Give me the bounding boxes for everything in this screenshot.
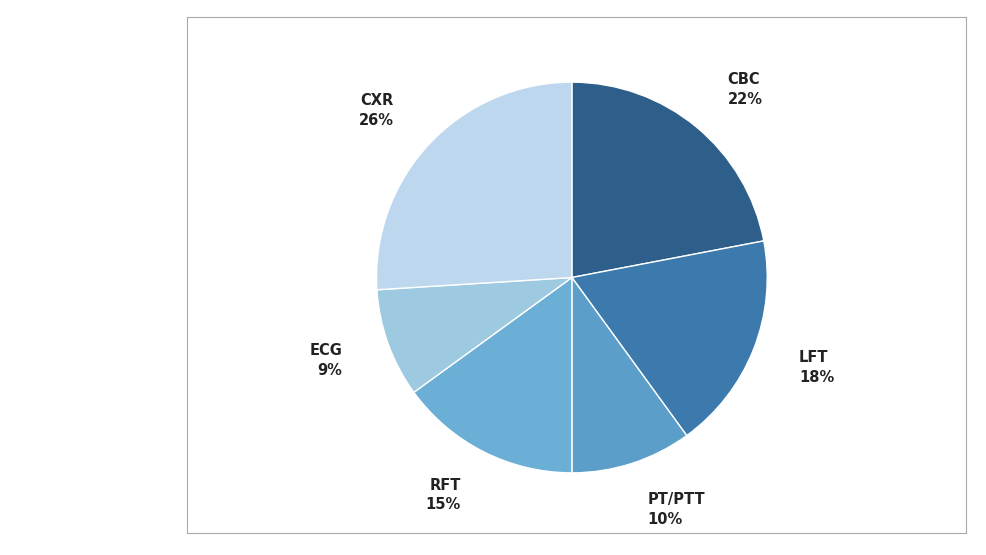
Text: ECG
9%: ECG 9% — [310, 343, 342, 377]
Text: LFT
18%: LFT 18% — [799, 350, 834, 385]
Text: RFT
15%: RFT 15% — [426, 478, 461, 512]
Wedge shape — [377, 278, 572, 392]
Text: PT/PTT
10%: PT/PTT 10% — [648, 492, 705, 527]
Wedge shape — [572, 278, 686, 473]
Text: CXR
26%: CXR 26% — [359, 93, 393, 128]
Wedge shape — [377, 82, 572, 290]
Wedge shape — [414, 278, 572, 473]
Wedge shape — [572, 241, 767, 436]
Wedge shape — [572, 82, 764, 278]
Text: CBC
22%: CBC 22% — [728, 72, 762, 107]
